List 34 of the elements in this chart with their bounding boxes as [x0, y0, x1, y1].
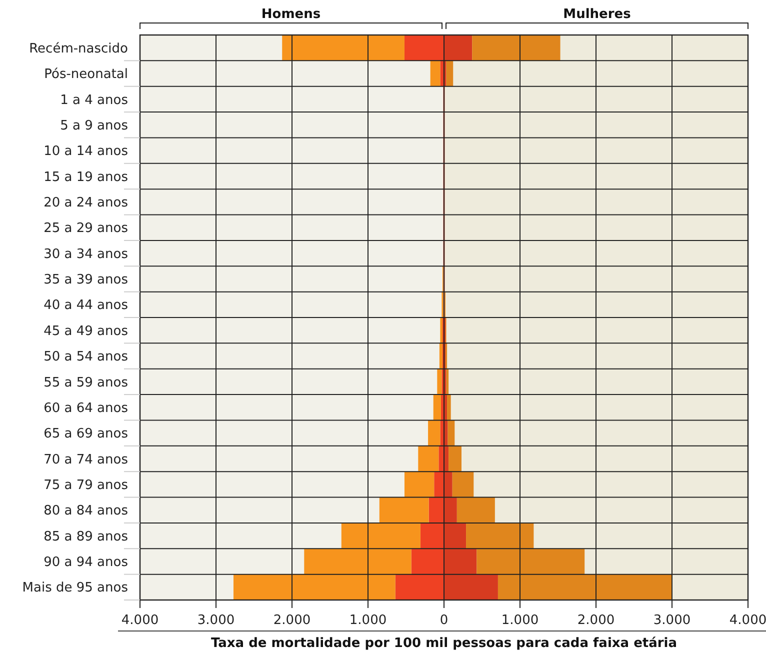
x-tick-label: 3.000	[653, 613, 691, 628]
x-tick-label: 4.000	[121, 613, 159, 628]
y-tick-label: 55 a 59 anos	[44, 375, 128, 390]
x-tick-label: 0	[440, 613, 448, 628]
y-tick-label: 15 a 19 anos	[44, 170, 128, 185]
y-tick-label: 35 a 39 anos	[44, 272, 128, 288]
y-tick-label: 30 a 34 anos	[44, 246, 128, 262]
y-tick-label: 10 a 14 anos	[44, 144, 128, 160]
x-axis-title: Taxa de mortalidade por 100 mil pessoas para cada faixa etária	[210, 636, 678, 651]
x-tick-label: 1.000	[501, 613, 539, 628]
y-tick-label: 60 a 64 anos	[44, 400, 128, 416]
y-tick-label: 80 a 84 anos	[44, 504, 128, 519]
y-tick-label: 40 a 44 anos	[44, 298, 128, 314]
y-tick-label: Recém-nascido	[29, 41, 128, 56]
y-tick-label: 1 a 4 anos	[60, 92, 128, 108]
x-tick-label: 4.000	[729, 613, 766, 628]
y-tick-label: 65 a 69 anos	[44, 426, 128, 442]
text: Homens	[261, 7, 321, 22]
y-tick-label: 50 a 54 anos	[44, 350, 128, 365]
y-tick-label: 20 a 24 anos	[44, 195, 128, 210]
y-tick-label: 85 a 89 anos	[44, 529, 128, 544]
y-tick-label: 5 a 9 anos	[60, 118, 128, 134]
x-tick-label: 2.000	[577, 613, 615, 628]
y-tick-label: Mais de 95 anos	[22, 580, 128, 596]
x-tick-label: 3.000	[197, 613, 235, 628]
y-tick-label: 75 a 79 anos	[44, 478, 128, 493]
y-tick-label: 70 a 74 anos	[44, 452, 128, 468]
x-tick-label: 1.000	[349, 613, 387, 628]
y-tick-label: 45 a 49 anos	[44, 324, 128, 339]
y-tick-label: 90 a 94 anos	[44, 555, 128, 570]
text: Mulheres	[563, 7, 632, 22]
x-tick-label: 2.000	[273, 613, 311, 628]
y-tick-label: Pós-neonatal	[44, 67, 128, 82]
y-tick-label: 25 a 29 anos	[44, 221, 128, 236]
